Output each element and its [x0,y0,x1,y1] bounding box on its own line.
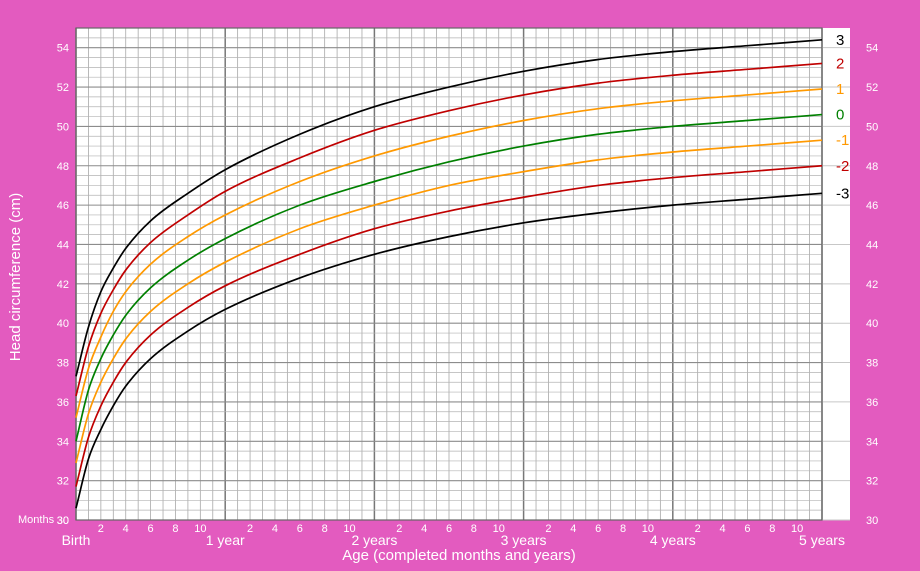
x-year-label: 5 years [799,532,845,548]
y-tick-label: 40 [866,318,878,330]
x-month-tick-label: 2 [396,523,402,535]
y-tick-label: 40 [57,318,69,330]
y-tick-label: 32 [57,476,69,488]
z-score-label: 2 [836,55,844,72]
series-layer [75,38,823,509]
x-month-tick-label: 2 [545,523,551,535]
y-tick-label: 52 [57,82,69,94]
y-tick-label: 48 [57,161,69,173]
x-month-tick-label: 6 [595,523,601,535]
x-month-tick-label: 4 [719,523,725,535]
series-line-z0 [75,113,823,442]
z-score-label: -3 [836,185,849,202]
y-tick-label: 36 [866,397,878,409]
y-tick-label: 44 [57,239,69,251]
x-month-tick-label: 8 [471,523,477,535]
series-line-z1 [75,88,823,418]
y-tick-label: 30 [866,515,878,527]
x-year-label: Birth [62,532,91,548]
x-month-tick-label: 4 [123,523,129,535]
x-month-tick-label: 6 [744,523,750,535]
y-tick-label: 36 [57,397,69,409]
series-line-z-1 [75,139,823,464]
label-strip [822,28,850,520]
x-month-tick-label: 2 [247,523,253,535]
x-month-tick-label: 2 [695,523,701,535]
x-month-tick-label: 10 [642,523,654,535]
y-tick-label: 46 [57,200,69,212]
x-month-tick-label: 10 [791,523,803,535]
y-tick-label: 48 [866,161,878,173]
z-score-label: 3 [836,32,844,49]
x-year-label: 4 years [650,532,696,548]
z-score-labels: 3 2 1 0 -1 -2 -3 [836,32,849,203]
y-tick-label: 34 [866,436,878,448]
x-year-label: 2 years [351,532,397,548]
series-line-z3 [75,38,823,377]
z-score-label: -1 [836,132,849,149]
y-tick-label: 34 [57,436,69,448]
x-month-tick-label: 4 [570,523,576,535]
x-year-label: 1 year [206,532,245,548]
y-tick-label: 54 [866,43,878,55]
y-tick-label: 42 [57,279,69,291]
z-score-label: 0 [836,107,844,124]
series-line-z2 [75,62,823,397]
y-tick-label: 30 [57,515,69,527]
grid [75,27,850,521]
x-month-tick-label: 10 [194,523,206,535]
y-tick-label: 32 [866,476,878,488]
x-month-tick-label: 4 [421,523,427,535]
months-label: Months [18,514,55,526]
x-month-tick-label: 8 [172,523,178,535]
plot-border [75,27,823,521]
y-tick-label: 42 [866,279,878,291]
x-month-tick-label: 2 [98,523,104,535]
x-month-tick-label: 8 [769,523,775,535]
x-month-tick-label: 4 [272,523,278,535]
y-tick-label: 44 [866,239,878,251]
x-year-label: 3 years [501,532,547,548]
y-tick-label: 54 [57,43,69,55]
x-tick-labels: 2 4 6 8 10 2 4 6 8 10 2 4 6 8 10 2 4 6 8 10 2 4 6 8 10 Birth 1 yea… [62,523,845,548]
x-month-tick-label: 8 [322,523,328,535]
x-month-tick-label: 10 [493,523,505,535]
x-axis-title: Age (completed months and years) [342,547,575,564]
series-line-z-2 [75,164,823,487]
series-line-z-3 [75,192,823,509]
x-month-tick-label: 6 [148,523,154,535]
y-axis-title: Head circumference (cm) [7,193,24,361]
y-tick-labels-right: 30 32 34 36 38 40 42 44 46 48 50 52 54 [866,43,878,527]
y-tick-label: 52 [866,82,878,94]
x-month-tick-label: 6 [446,523,452,535]
y-tick-label: 38 [866,358,878,370]
x-month-tick-label: 6 [297,523,303,535]
y-tick-label: 50 [866,121,878,133]
x-month-tick-label: 8 [620,523,626,535]
y-tick-label: 46 [866,200,878,212]
y-tick-label: 30 [57,515,69,527]
y-tick-label: 38 [57,358,69,370]
z-score-label: -2 [836,158,849,175]
x-month-tick-label: 10 [343,523,355,535]
y-tick-label: 50 [57,121,69,133]
z-score-label: 1 [836,81,844,98]
